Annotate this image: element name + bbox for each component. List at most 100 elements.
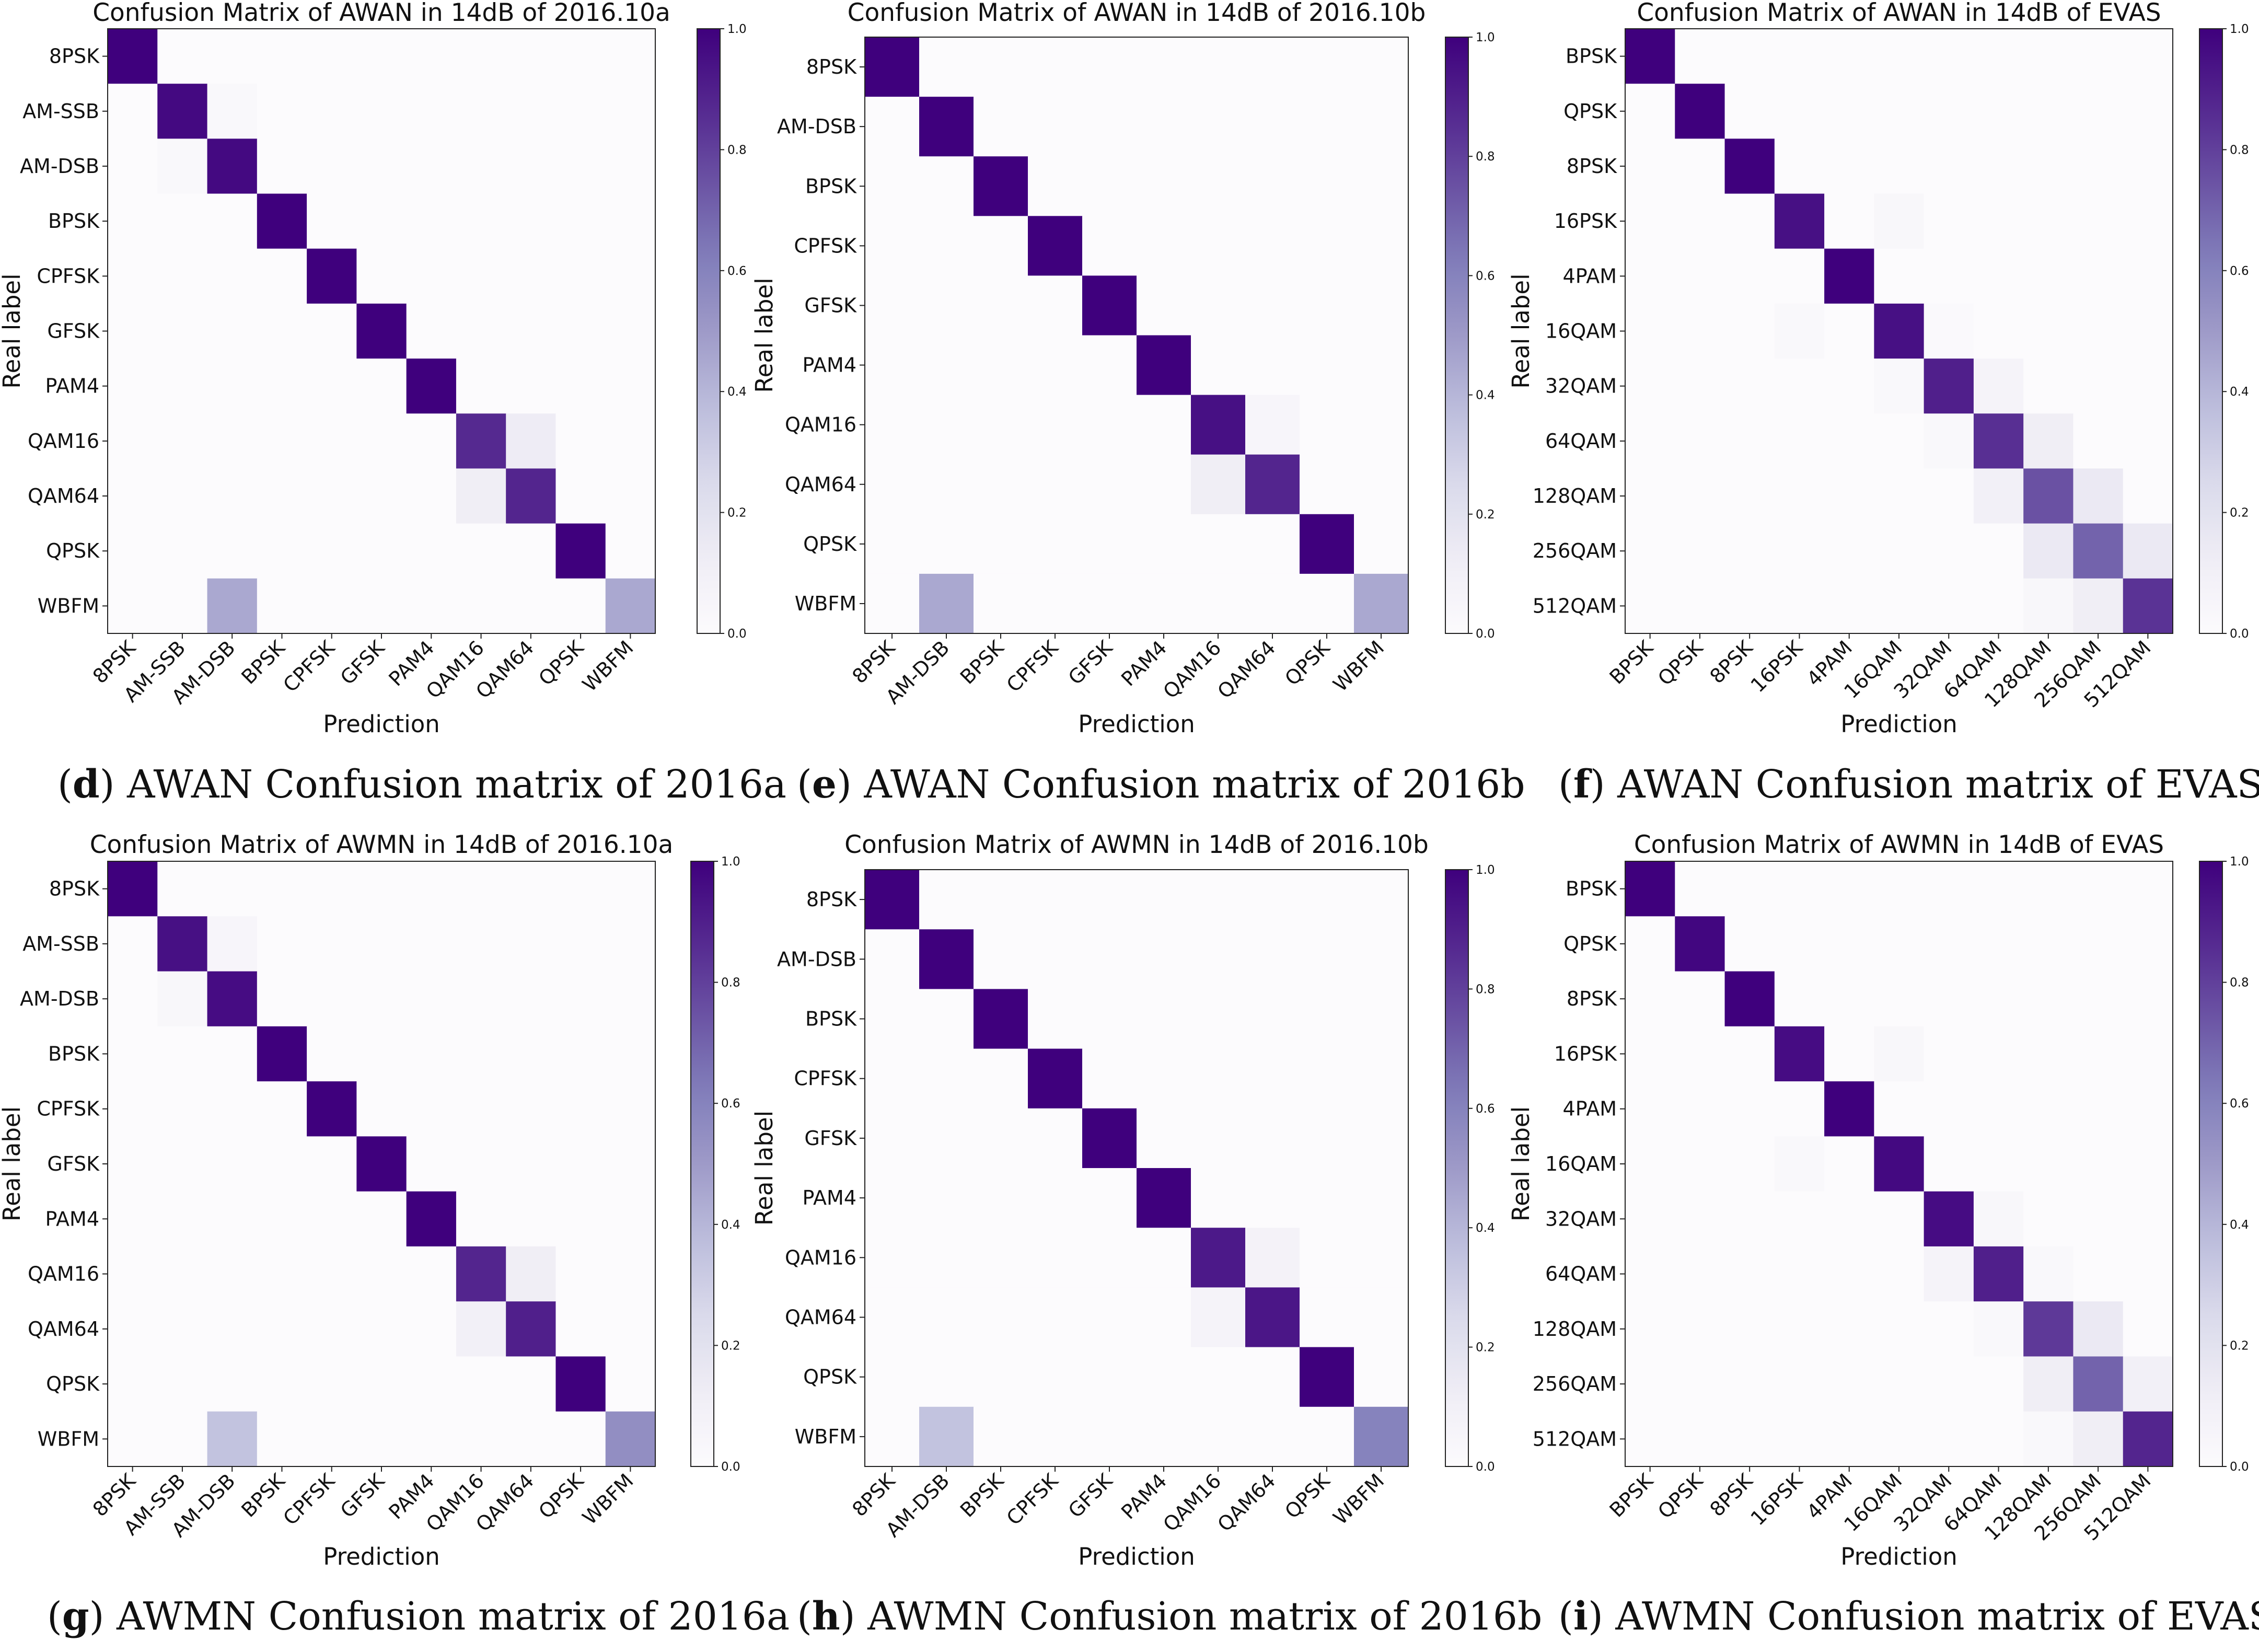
- heatmap-cell-PAM4-AM-DSB: [207, 1191, 258, 1247]
- heatmap-cell-QAM64-CPFSK: [1028, 454, 1083, 515]
- caption-letter: e: [812, 762, 837, 807]
- heatmap-cell-8PSK-8PSK: [1724, 138, 1775, 194]
- panel-caption: (d) AWAN Confusion matrix of 2016a: [57, 762, 786, 807]
- heatmap-cell-PAM4-BPSK: [974, 1168, 1028, 1228]
- heatmap-cell-QAM16-AM-DSB: [919, 1228, 974, 1288]
- heatmap-cell-32QAM-BPSK: [1625, 1191, 1675, 1247]
- heatmap-cell-BPSK-QPSK: [1675, 861, 1725, 917]
- heatmap-cell-BPSK-QPSK: [555, 1026, 606, 1082]
- heatmap-cell-64QAM-BPSK: [1625, 1246, 1675, 1302]
- colorbar-tick-label: 0.0: [1476, 627, 1495, 641]
- heatmap-cell-8PSK-PAM4: [1137, 870, 1191, 930]
- heatmap-cell-16PSK-8PSK: [1724, 1026, 1775, 1082]
- panel-caption: (g) AWMN Confusion matrix of 2016a: [47, 1594, 790, 1639]
- heatmap-cell-16PSK-BPSK: [1625, 193, 1675, 249]
- heatmap-cell-QPSK-BPSK: [974, 1347, 1028, 1407]
- heatmap-cell-16PSK-16QAM: [1874, 1026, 1925, 1082]
- heatmap-cell-QAM64-QAM16: [1191, 454, 1246, 515]
- heatmap-cell-PAM4-QAM64: [506, 359, 557, 414]
- y-tick-label: 16QAM: [1545, 320, 1617, 343]
- colorbar-tick-label: 0.6: [2230, 264, 2249, 278]
- heatmap-cell-QPSK-128QAM: [2023, 84, 2074, 139]
- heatmap-cell-AM-DSB-WBFM: [1354, 97, 1409, 157]
- heatmap-cell-QPSK-AM-SSB: [157, 523, 208, 579]
- heatmap-cell-128QAM-32QAM: [1924, 468, 1974, 524]
- heatmap-cell-CPFSK-AM-DSB: [919, 1048, 974, 1109]
- heatmap-cell-512QAM-32QAM: [1924, 578, 1974, 634]
- heatmap-cell-GFSK-QAM16: [456, 303, 506, 359]
- heatmap-cell-QPSK-BPSK: [1625, 84, 1675, 139]
- heatmap-cell-BPSK-32QAM: [1924, 29, 1974, 84]
- heatmap-cell-16QAM-BPSK: [1625, 1136, 1675, 1192]
- heatmap-cell-QPSK-16PSK: [1774, 916, 1825, 972]
- y-axis-label: Real label: [750, 1111, 778, 1226]
- heatmap-cell-QPSK-QPSK: [1300, 1347, 1354, 1407]
- heatmap-cell-AM-SSB-BPSK: [257, 84, 307, 139]
- heatmap-cell-8PSK-32QAM: [1924, 971, 1974, 1027]
- heatmap-cell-WBFM-GFSK: [356, 1411, 407, 1467]
- caption-body: AWMN Confusion matrix of EVAS: [1615, 1594, 2259, 1639]
- heatmap-cell-BPSK-CPFSK: [307, 193, 357, 249]
- heatmap-cell-64QAM-QPSK: [1675, 413, 1725, 469]
- heatmap-cell-AM-SSB-AM-SSB: [157, 916, 208, 972]
- heatmap-cell-256QAM-32QAM: [1924, 1356, 1974, 1412]
- chart-title: Confusion Matrix of AWAN in 14dB of 2016…: [92, 0, 670, 27]
- heatmap-cell-256QAM-BPSK: [1625, 523, 1675, 579]
- heatmap-cell-BPSK-GFSK: [1082, 156, 1137, 216]
- heatmap-cell-WBFM-QAM64: [506, 578, 557, 634]
- heatmap-cell-PAM4-CPFSK: [307, 1191, 357, 1247]
- heatmap-cell-CPFSK-WBFM: [605, 248, 656, 304]
- heatmap-cell-QAM64-QPSK: [1300, 454, 1354, 515]
- heatmap-cell-4PAM-8PSK: [1724, 1081, 1775, 1137]
- heatmap-cell-128QAM-4PAM: [1824, 1301, 1874, 1357]
- y-tick-label: 8PSK: [1567, 987, 1617, 1010]
- heatmap-cell-WBFM-GFSK: [1082, 1406, 1137, 1467]
- heatmap-cell-PAM4-PAM4: [1137, 1168, 1191, 1228]
- panel-caption: (f) AWAN Confusion matrix of EVAS: [1558, 762, 2259, 807]
- heatmap-cell-8PSK-4PAM: [1824, 971, 1874, 1027]
- colorbar-tick-label: 1.0: [727, 22, 747, 36]
- heatmap-cell-AM-DSB-AM-DSB: [207, 138, 258, 194]
- heatmap-cell-4PAM-256QAM: [2073, 248, 2124, 304]
- heatmap-cell-QPSK-AM-DSB: [207, 1356, 258, 1412]
- heatmap-cell-QAM64-AM-DSB: [207, 1301, 258, 1357]
- heatmap-cell-PAM4-AM-DSB: [207, 359, 258, 414]
- y-tick-label: QAM16: [28, 1263, 99, 1286]
- heatmap-cell-8PSK-QAM16: [1191, 870, 1246, 930]
- heatmap-cell-BPSK-CPFSK: [307, 1026, 357, 1082]
- colorbar-tick-label: 0.0: [2230, 627, 2249, 641]
- heatmap-cell-WBFM-QPSK: [1300, 573, 1354, 634]
- heatmap-cell-WBFM-PAM4: [1137, 573, 1191, 634]
- heatmap-cell-PAM4-QAM16: [1191, 1168, 1246, 1228]
- caption-paren: (: [797, 762, 812, 807]
- heatmap-cell-QPSK-QPSK: [1675, 916, 1725, 972]
- y-tick-label: WBFM: [38, 594, 99, 617]
- heatmap-cell-GFSK-QAM64: [506, 1136, 557, 1192]
- heatmap-cell-QAM16-QAM16: [456, 413, 506, 469]
- heatmap-cell-QPSK-256QAM: [2073, 916, 2124, 972]
- chart-title: Confusion Matrix of AWMN in 14dB of EVAS: [1634, 830, 2164, 859]
- heatmap-cell-GFSK-AM-DSB: [207, 303, 258, 359]
- colorbar: [1445, 37, 1469, 634]
- heatmap-cell-PAM4-WBFM: [1354, 1168, 1409, 1228]
- heatmap-cell-16PSK-16PSK: [1774, 193, 1825, 249]
- heatmap-cell-32QAM-16QAM: [1874, 359, 1925, 414]
- heatmap-cell-16PSK-32QAM: [1924, 193, 1974, 249]
- heatmap-cell-256QAM-4PAM: [1824, 523, 1874, 579]
- heatmap-cell-8PSK-BPSK: [257, 29, 307, 84]
- heatmap-cell-4PAM-256QAM: [2073, 1081, 2124, 1137]
- heatmap-cell-BPSK-PAM4: [406, 193, 457, 249]
- heatmap-cell-QAM64-BPSK: [257, 468, 307, 524]
- heatmap-cell-GFSK-AM-DSB: [919, 1108, 974, 1169]
- heatmap-cell-8PSK-AM-DSB: [207, 29, 258, 84]
- heatmap-cell-GFSK-CPFSK: [1028, 275, 1083, 336]
- heatmap-cells: [865, 870, 1409, 1467]
- heatmap-cell-512QAM-BPSK: [1625, 578, 1675, 634]
- heatmap-cell-QPSK-WBFM: [605, 1356, 656, 1412]
- heatmap-cell-WBFM-CPFSK: [1028, 573, 1083, 634]
- heatmap-cell-BPSK-32QAM: [1924, 861, 1974, 917]
- y-tick-label: PAM4: [803, 354, 856, 377]
- heatmap-cell-PAM4-AM-DSB: [919, 1168, 974, 1228]
- heatmap-cell-PAM4-QPSK: [555, 1191, 606, 1247]
- heatmap-cell-AM-DSB-GFSK: [1082, 929, 1137, 989]
